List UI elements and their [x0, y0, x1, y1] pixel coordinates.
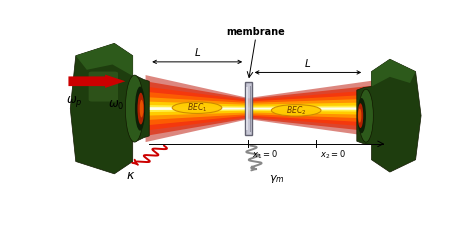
Polygon shape: [357, 59, 421, 172]
FancyBboxPatch shape: [250, 86, 251, 131]
FancyBboxPatch shape: [89, 71, 118, 101]
Text: L: L: [305, 59, 311, 69]
Ellipse shape: [137, 93, 144, 125]
Polygon shape: [146, 87, 381, 131]
Text: $BEC_1$: $BEC_1$: [187, 101, 207, 114]
Polygon shape: [146, 105, 381, 112]
Ellipse shape: [358, 109, 361, 123]
Ellipse shape: [358, 103, 363, 128]
Ellipse shape: [140, 100, 143, 117]
Ellipse shape: [125, 75, 144, 142]
FancyBboxPatch shape: [245, 82, 252, 135]
Text: L: L: [194, 48, 200, 58]
Polygon shape: [68, 75, 125, 88]
Text: membrane: membrane: [227, 27, 285, 37]
Text: $BEC_2$: $BEC_2$: [286, 104, 306, 117]
Ellipse shape: [357, 98, 366, 133]
Text: $\omega_0$: $\omega_0$: [108, 98, 124, 112]
Text: $\omega_p$: $\omega_p$: [66, 94, 82, 109]
Polygon shape: [146, 101, 381, 116]
Polygon shape: [146, 92, 381, 125]
Polygon shape: [146, 107, 381, 110]
Polygon shape: [146, 97, 381, 120]
Polygon shape: [146, 75, 381, 142]
Ellipse shape: [135, 87, 145, 131]
Polygon shape: [70, 43, 149, 174]
FancyBboxPatch shape: [246, 87, 248, 130]
Text: $\gamma_m$: $\gamma_m$: [269, 173, 284, 185]
Polygon shape: [372, 59, 416, 87]
Polygon shape: [76, 43, 133, 76]
Text: $x_2 = 0$: $x_2 = 0$: [320, 148, 346, 161]
Ellipse shape: [272, 105, 321, 116]
Text: $\kappa$: $\kappa$: [126, 169, 136, 182]
Polygon shape: [146, 81, 381, 136]
Ellipse shape: [172, 102, 222, 113]
Ellipse shape: [359, 89, 374, 142]
Text: $x_1 = 0$: $x_1 = 0$: [252, 148, 278, 161]
